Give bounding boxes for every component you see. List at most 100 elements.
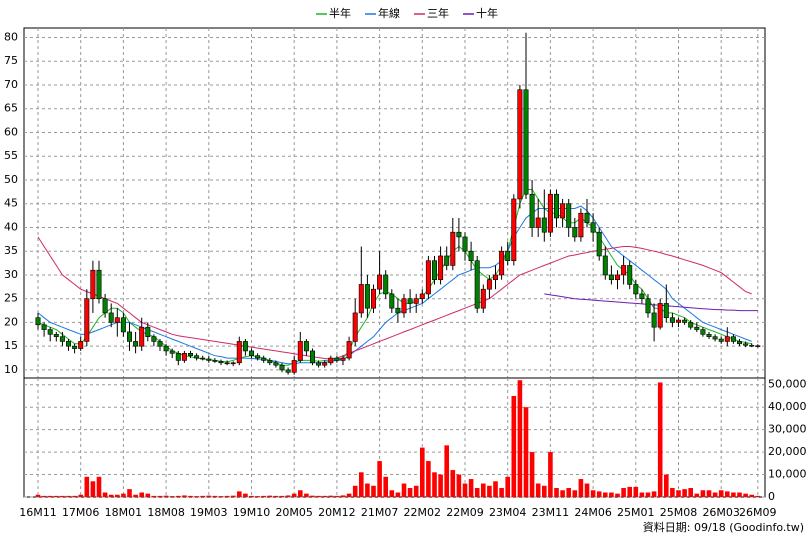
candle-body [438, 255, 444, 280]
candle-body [383, 274, 389, 295]
volume-bar [121, 493, 126, 497]
volume-bar [206, 495, 212, 497]
volume-bar [487, 485, 492, 497]
candle-body [242, 341, 248, 352]
legend-label: 三年 [427, 6, 449, 20]
candle-body [547, 193, 553, 233]
candle-body [560, 203, 566, 219]
candle-body [608, 274, 614, 280]
volume-bar [41, 495, 47, 497]
volume-bar [212, 495, 218, 497]
legend-label: 年線 [378, 6, 400, 20]
volume-bar [706, 490, 712, 497]
y-tick-label: 45 [4, 197, 18, 210]
candle-body [139, 326, 145, 347]
candle-body [72, 345, 78, 349]
candle-body [90, 269, 96, 299]
volume-bar [438, 474, 443, 497]
candle-body [212, 360, 218, 362]
candle-body [200, 357, 206, 360]
volume-bar [590, 490, 596, 497]
volume-bar [401, 483, 407, 497]
volume-bar [633, 486, 639, 497]
candle-body [730, 336, 736, 342]
volume-bar [383, 476, 388, 497]
y-tick-label: 55 [4, 149, 18, 162]
volume-bar [420, 447, 425, 497]
candle-body [322, 362, 328, 366]
x-tick-label: 21M07 [361, 506, 399, 519]
x-tick-label: 25M01 [617, 506, 655, 519]
candle-body [584, 212, 590, 224]
candle-body [78, 341, 84, 349]
candle-body [553, 193, 559, 219]
volume-bar [749, 494, 754, 497]
candle-body [633, 284, 639, 295]
volume-bar [621, 488, 626, 497]
candle-body [157, 341, 163, 347]
volume-bar [340, 495, 346, 497]
plot-area [23, 377, 766, 498]
volume-bar [645, 492, 651, 497]
volume-bar [450, 470, 456, 497]
x-tick-label: 22M09 [446, 506, 484, 519]
candle-body [328, 357, 334, 364]
candle-body [316, 362, 322, 366]
y-tick-label: 35 [4, 244, 18, 257]
moving-average-line [544, 293, 758, 312]
x-tick-label: 17M06 [62, 506, 100, 519]
y-tick-label: 40 [4, 220, 18, 233]
y-tick-label: 30,000 [768, 423, 807, 436]
y-tick-label: 60 [4, 125, 18, 138]
candle-body [736, 341, 742, 345]
candle-body [401, 298, 407, 314]
candle-body [657, 303, 663, 328]
volume-bar [432, 472, 437, 497]
candle-body [590, 222, 596, 233]
candle-body [194, 355, 200, 359]
volume-bar [346, 493, 352, 497]
volume-bar [151, 495, 157, 497]
volume-bar [523, 407, 529, 497]
candle-body [621, 265, 627, 276]
volume-bar [169, 496, 175, 497]
candle-body [120, 317, 126, 333]
candle-body [499, 250, 505, 276]
candle-body [480, 288, 486, 309]
volume-bar [499, 488, 504, 497]
volume-bar [548, 452, 553, 497]
volume-bar [481, 483, 486, 497]
moving-average-line [37, 236, 752, 360]
candle-body [517, 89, 523, 200]
plot-area [23, 27, 766, 379]
candle-body [614, 274, 620, 280]
candle-body [444, 255, 450, 266]
candle-body [639, 293, 645, 299]
candle-body [675, 319, 681, 323]
candle-body [206, 358, 212, 361]
candle-body [474, 260, 480, 309]
candle-body [425, 260, 431, 295]
candle-body [541, 217, 547, 233]
candle-body [743, 343, 749, 346]
volume-bar [468, 479, 474, 497]
candle-body [602, 255, 608, 276]
candle-body [669, 317, 675, 323]
candle-body [181, 353, 187, 361]
candle-body [352, 312, 358, 342]
volume-bar [133, 494, 138, 497]
volume-bar [261, 495, 266, 497]
volume-bar [243, 493, 248, 497]
volume-bar [737, 492, 742, 497]
candle-body [651, 312, 657, 328]
candle-body [114, 317, 120, 323]
volume-bar [511, 395, 517, 497]
volume-bar [194, 496, 199, 497]
candle-body [377, 274, 383, 290]
candle-body [358, 284, 364, 314]
candle-body [627, 265, 633, 285]
volume-bar [298, 490, 303, 497]
volume-bar [664, 474, 669, 497]
candle-body [66, 341, 72, 347]
